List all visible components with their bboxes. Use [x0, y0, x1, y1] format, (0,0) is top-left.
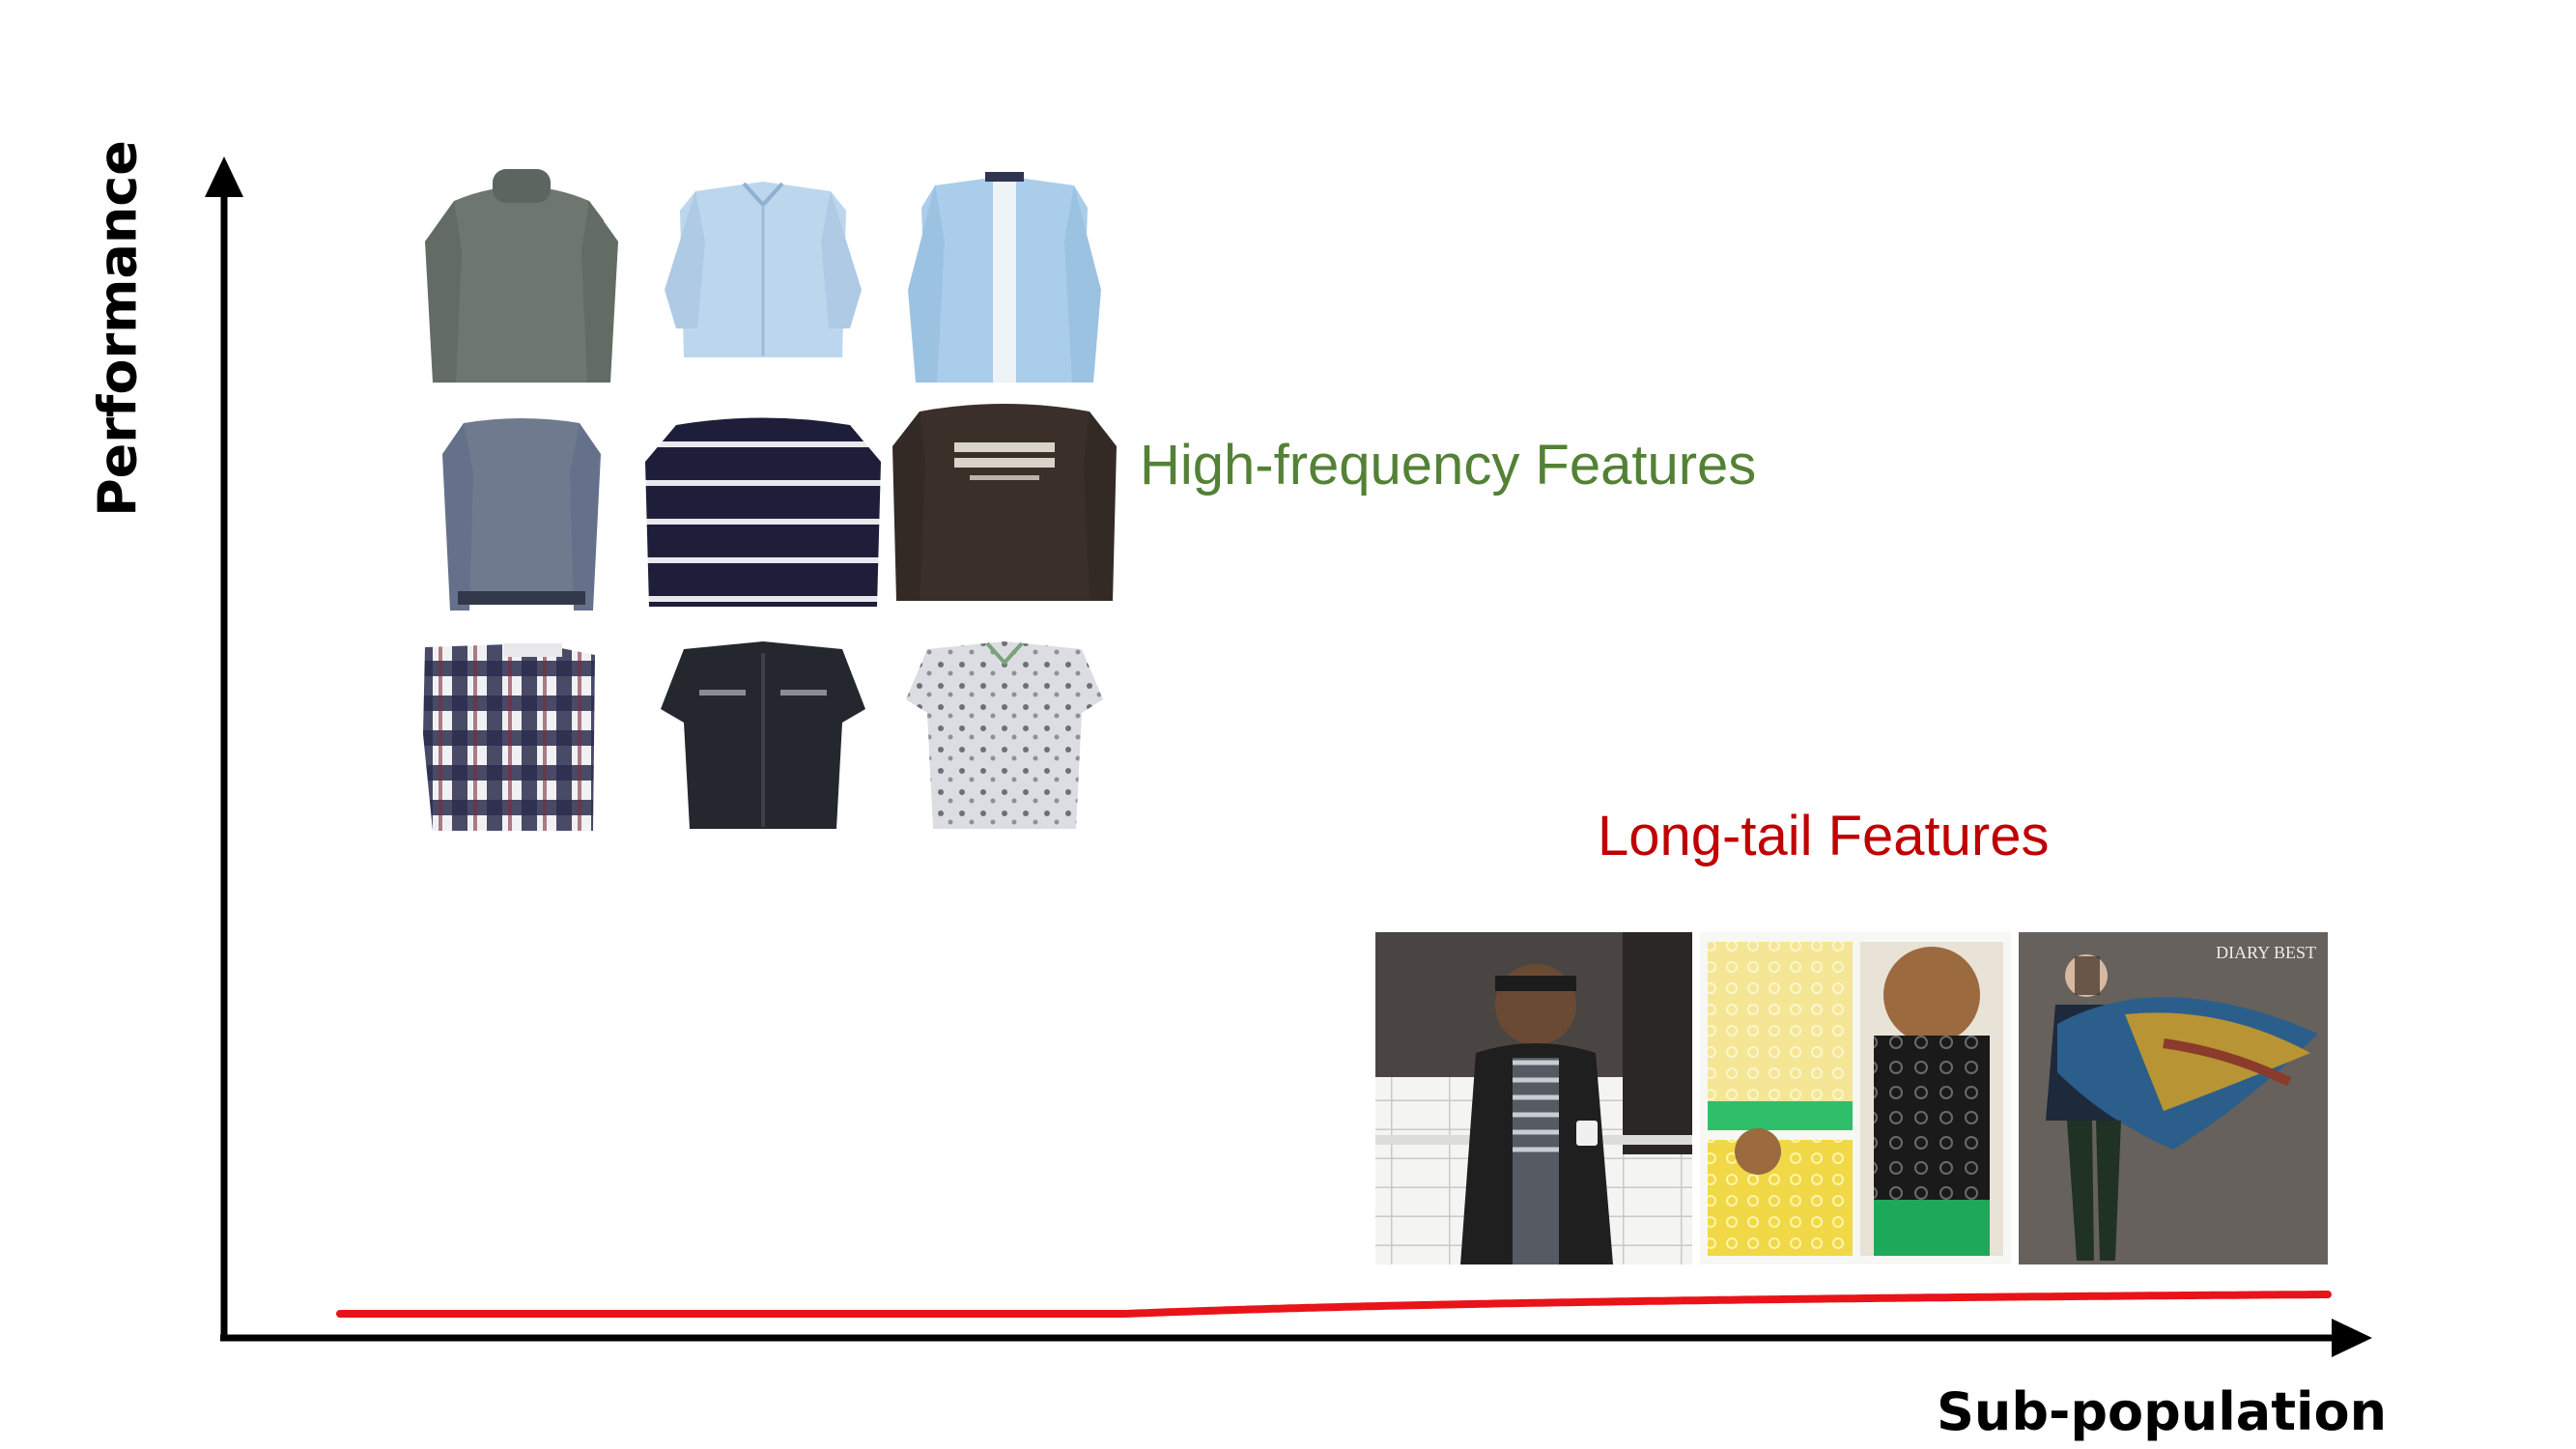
striped-sweater-thumbnail	[645, 417, 881, 607]
long-tail-features-label: Long-tail Features	[1598, 805, 2050, 867]
y-axis-arrowhead	[205, 156, 243, 197]
long-tail-image-strip: DIARY BEST	[1375, 932, 2328, 1264]
diary-best-caption: DIARY BEST	[2216, 943, 2316, 962]
print-sweatshirt-thumbnail	[892, 404, 1117, 601]
lace-top-collage-photo	[1700, 932, 2011, 1264]
x-axis-label: Sub-population	[1937, 1381, 2388, 1442]
man-cafe-photo	[1375, 932, 1692, 1264]
black-short-sleeve-shirt-thumbnail	[661, 641, 865, 829]
light-blue-shirt-thumbnail	[665, 182, 862, 357]
model-scarf-photo: DIARY BEST	[2019, 932, 2328, 1264]
high-frequency-image-grid	[423, 169, 1117, 831]
floral-short-sleeve-shirt-thumbnail	[906, 641, 1103, 829]
long-tail-curve	[336, 1291, 2332, 1318]
x-axis-arrowhead	[2332, 1319, 2372, 1357]
sky-blue-shirt-thumbnail	[908, 172, 1101, 383]
plaid-shirt-thumbnail	[423, 643, 595, 831]
y-axis-label: Performance	[87, 140, 149, 517]
high-frequency-features-label: High-frequency Features	[1140, 434, 1757, 497]
turtleneck-sweater-thumbnail	[425, 169, 618, 383]
grey-knit-sweater-thumbnail	[442, 418, 601, 611]
